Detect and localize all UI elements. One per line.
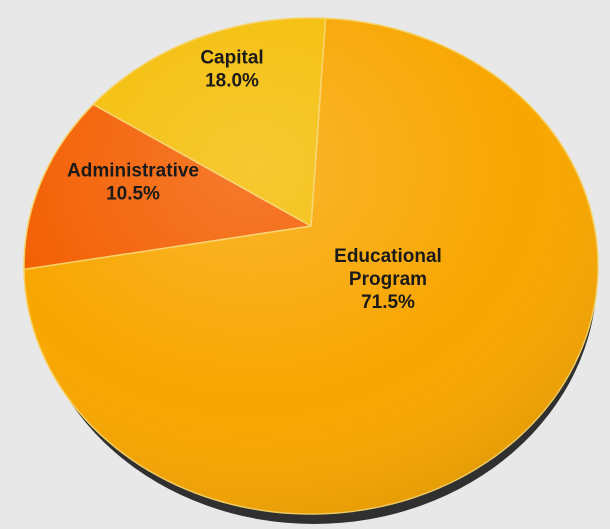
pie-slices [23,17,599,515]
slice-category-label: Capital [200,48,263,69]
slice-value-label: 10.5% [106,184,160,205]
slice-category-label: Administrative [67,161,199,182]
pie-labels: Educational Program 71.5% Administrative 10.… [67,48,442,314]
slice-value-label: 71.5% [361,292,415,313]
slice-label-capital: Capital 18.0% [200,48,263,92]
slice-value-label: 18.0% [205,71,259,92]
slice-label-educational-program: Educational Program 71.5% [334,246,442,313]
slice-label-administrative: Administrative 10.5% [67,161,199,205]
slice-category-label: Program [349,269,427,290]
slice-category-label: Educational [334,246,442,267]
